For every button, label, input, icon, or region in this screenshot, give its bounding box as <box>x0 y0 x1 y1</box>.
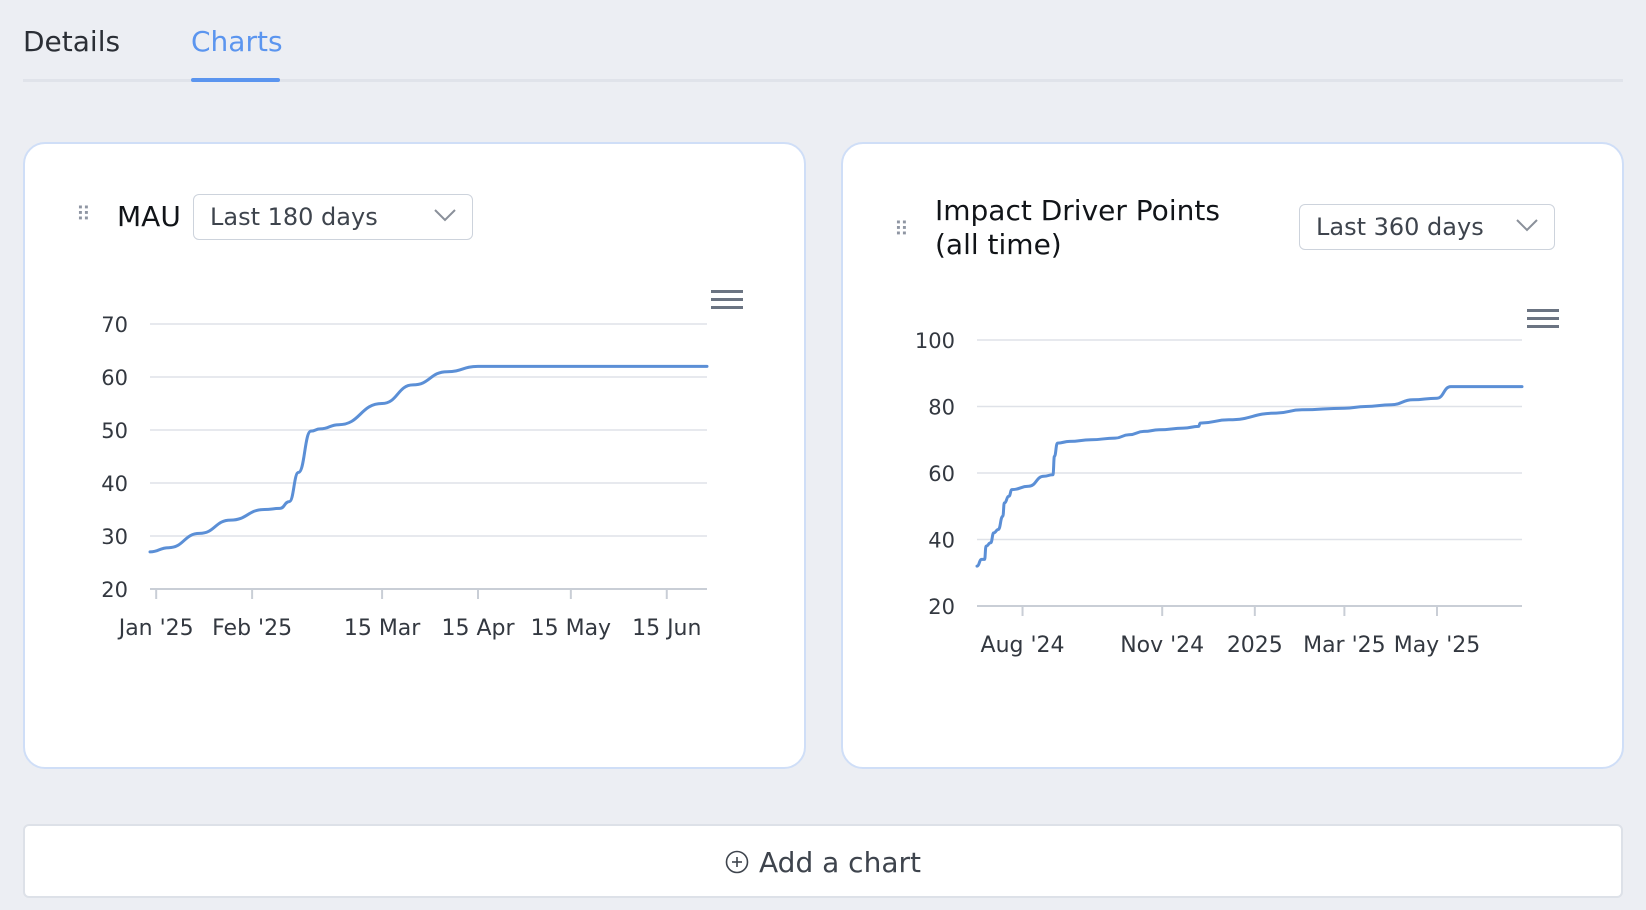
y-tick-label: 50 <box>101 419 128 443</box>
y-tick-label: 60 <box>101 366 128 390</box>
y-tick-label: 100 <box>915 329 955 353</box>
x-tick-label: Aug '24 <box>981 633 1065 658</box>
add-chart-label: Add a chart <box>759 846 921 879</box>
x-tick-label: 2025 <box>1227 633 1283 658</box>
date-range-select[interactable]: Last 180 days <box>193 194 473 240</box>
x-tick-label: 15 May <box>531 616 611 641</box>
chart-card-title: MAU <box>117 200 181 233</box>
x-tick-label: 15 Apr <box>441 616 515 641</box>
x-tick-label: Nov '24 <box>1120 633 1204 658</box>
x-tick-label: May '25 <box>1394 633 1481 658</box>
chart-card-title: Impact Driver Points (all time) <box>935 194 1220 261</box>
date-range-value: Last 180 days <box>210 203 378 231</box>
plus-circle-icon <box>725 850 749 874</box>
add-chart-button[interactable]: Add a chart <box>23 824 1623 898</box>
tab-charts[interactable]: Charts <box>191 25 283 58</box>
chevron-down-icon <box>434 209 456 222</box>
y-tick-label: 20 <box>101 578 128 602</box>
chevron-down-icon <box>1516 219 1538 232</box>
chart-card-impact-driver-points: ⠿ Impact Driver Points (all time) Last 3… <box>841 142 1624 769</box>
date-range-select[interactable]: Last 360 days <box>1299 204 1555 250</box>
x-tick-label: Mar '25 <box>1303 633 1386 658</box>
date-range-value: Last 360 days <box>1316 213 1484 241</box>
active-tab-indicator <box>191 78 280 82</box>
y-tick-label: 80 <box>928 396 955 420</box>
drag-handle-icon[interactable]: ⠿ <box>76 202 91 226</box>
y-tick-label: 40 <box>928 529 955 553</box>
series-line <box>975 385 1524 568</box>
y-tick-label: 60 <box>928 462 955 486</box>
series-line <box>148 364 709 554</box>
x-tick-label: 15 Jun <box>632 616 701 641</box>
y-tick-label: 20 <box>928 595 955 619</box>
mau-line-chart: 20 30 40 50 60 70 Jan '25 Feb '25 15 Mar 15 Apr 15… <box>101 313 709 641</box>
chart-menu-icon[interactable] <box>1526 307 1560 331</box>
chart-menu-icon[interactable] <box>710 288 744 312</box>
y-tick-label: 40 <box>101 472 128 496</box>
x-tick-label: Jan '25 <box>117 616 194 641</box>
y-tick-label: 30 <box>101 525 128 549</box>
y-tick-label: 70 <box>101 313 128 337</box>
impact-driver-points-line-chart: 20 40 60 80 100 Aug '24 Nov '24 2025 Mar '25 May … <box>915 329 1524 658</box>
chart-card-mau: ⠿ MAU Last 180 days 20 30 40 50 60 70 Jan '25 F… <box>23 142 806 769</box>
tab-bar: Details Charts <box>23 0 1623 82</box>
x-tick-label: Feb '25 <box>212 616 292 641</box>
tab-details[interactable]: Details <box>23 25 121 58</box>
x-tick-label: 15 Mar <box>344 616 421 641</box>
drag-handle-icon[interactable]: ⠿ <box>894 217 909 241</box>
